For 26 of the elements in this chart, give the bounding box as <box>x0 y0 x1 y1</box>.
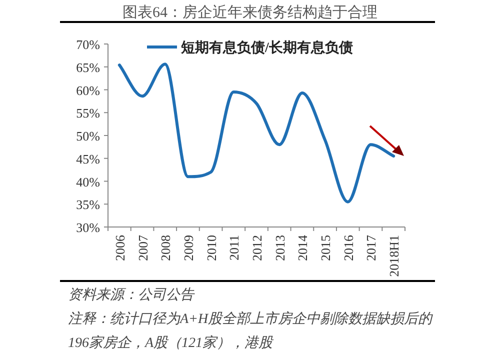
x-tick-label: 2010 <box>204 235 219 261</box>
y-tick-label: 55% <box>76 106 100 121</box>
x-tick-label: 2018H1 <box>386 235 402 277</box>
x-tick-label: 2015 <box>318 235 334 261</box>
y-tick-label: 50% <box>76 128 100 144</box>
x-tick-label: 2008 <box>158 235 174 261</box>
legend-label: 短期有息负债/长期有息负债 <box>180 40 353 56</box>
x-tick-label: 2016 <box>340 234 356 261</box>
text: 资料来源：公司公告 <box>68 286 196 305</box>
x-tick-label: 2013 <box>272 235 288 261</box>
x-tick-label: 2007 <box>135 234 150 261</box>
y-tick-label: 35% <box>76 197 100 212</box>
text: 注释：统计口径为A+H股全部上市房企中剔除数据缺损后的196家房企，A股（121家），港股 <box>68 310 434 353</box>
x-tick-label: 2017 <box>364 234 379 261</box>
x-tick-label: 2011 <box>226 235 242 261</box>
y-tick-label: 65% <box>76 60 100 75</box>
x-tick-label: 2014 <box>295 234 310 261</box>
x-tick-label: 2012 <box>250 235 264 261</box>
chart-title: 图表64：房企近年来债务结构趋于合理 <box>122 4 378 21</box>
y-tick-label: 40% <box>76 174 100 190</box>
x-tick-label: 2006 <box>112 234 128 261</box>
y-tick-label: 60% <box>76 82 100 98</box>
y-tick-label: 30% <box>76 220 100 235</box>
y-tick-label: 45% <box>76 151 100 166</box>
y-tick-label: 70% <box>76 37 100 52</box>
x-tick-label: 2009 <box>180 235 196 261</box>
